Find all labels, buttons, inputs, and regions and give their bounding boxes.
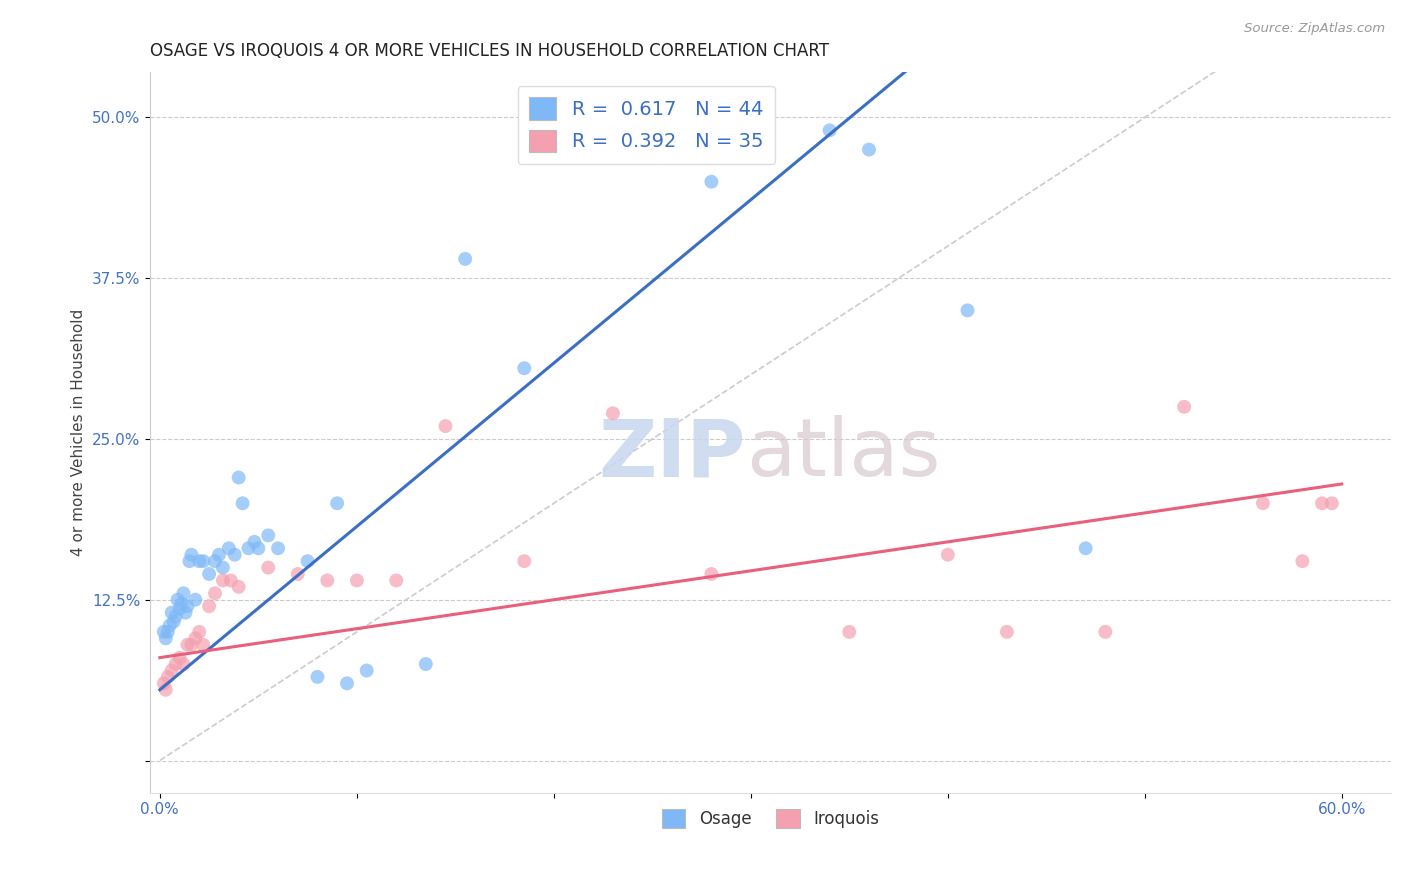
Point <box>180 638 202 652</box>
Point <box>700 175 723 189</box>
Point <box>1074 541 1097 556</box>
Point <box>818 123 841 137</box>
Point <box>602 406 624 420</box>
Point <box>173 586 195 600</box>
Point <box>356 664 378 678</box>
Point <box>160 664 183 678</box>
Point <box>336 676 359 690</box>
Text: Source: ZipAtlas.com: Source: ZipAtlas.com <box>1244 22 1385 36</box>
Point <box>169 650 191 665</box>
Point <box>257 528 280 542</box>
Point <box>513 554 536 568</box>
Point <box>170 597 193 611</box>
Point <box>156 624 179 639</box>
Point <box>153 676 176 690</box>
Text: atlas: atlas <box>745 415 941 493</box>
Point <box>1320 496 1343 510</box>
Point <box>188 554 211 568</box>
Point <box>166 592 188 607</box>
Text: ZIP: ZIP <box>599 415 745 493</box>
Point <box>247 541 270 556</box>
Point <box>1291 554 1313 568</box>
Point <box>188 624 211 639</box>
Point <box>267 541 290 556</box>
Point <box>838 624 860 639</box>
Point <box>173 657 195 671</box>
Point <box>176 599 198 614</box>
Point <box>385 574 408 588</box>
Point <box>208 548 231 562</box>
Point <box>184 632 207 646</box>
Point <box>858 143 880 157</box>
Point <box>1251 496 1274 510</box>
Point <box>297 554 319 568</box>
Point <box>179 554 201 568</box>
Point <box>454 252 477 266</box>
Point <box>700 567 723 582</box>
Point <box>218 541 240 556</box>
Point <box>165 657 187 671</box>
Point <box>219 574 242 588</box>
Point <box>287 567 309 582</box>
Point <box>204 586 226 600</box>
Point <box>936 548 959 562</box>
Point <box>153 624 176 639</box>
Point <box>1310 496 1333 510</box>
Point <box>159 618 181 632</box>
Point <box>956 303 979 318</box>
Legend: Osage, Iroquois: Osage, Iroquois <box>655 802 886 835</box>
Point <box>193 554 215 568</box>
Point <box>238 541 260 556</box>
Point <box>307 670 329 684</box>
Point <box>198 599 221 614</box>
Point <box>155 682 177 697</box>
Point <box>316 574 339 588</box>
Point <box>160 606 183 620</box>
Point <box>243 534 266 549</box>
Point <box>326 496 349 510</box>
Point <box>415 657 437 671</box>
Point <box>165 609 187 624</box>
Point <box>198 567 221 582</box>
Point <box>1094 624 1116 639</box>
Point <box>155 632 177 646</box>
Point <box>204 554 226 568</box>
Point <box>212 574 235 588</box>
Point <box>1173 400 1195 414</box>
Point <box>995 624 1018 639</box>
Point <box>180 548 202 562</box>
Point <box>257 560 280 574</box>
Point <box>212 560 235 574</box>
Point <box>163 615 186 629</box>
Point <box>228 470 250 484</box>
Point <box>228 580 250 594</box>
Point <box>513 361 536 376</box>
Text: OSAGE VS IROQUOIS 4 OR MORE VEHICLES IN HOUSEHOLD CORRELATION CHART: OSAGE VS IROQUOIS 4 OR MORE VEHICLES IN … <box>150 42 830 60</box>
Point <box>176 638 198 652</box>
Point <box>434 419 457 434</box>
Point <box>174 606 197 620</box>
Point <box>184 592 207 607</box>
Point <box>232 496 254 510</box>
Point <box>193 638 215 652</box>
Point <box>224 548 246 562</box>
Point <box>156 670 179 684</box>
Y-axis label: 4 or more Vehicles in Household: 4 or more Vehicles in Household <box>72 309 86 557</box>
Point <box>169 601 191 615</box>
Point <box>346 574 368 588</box>
